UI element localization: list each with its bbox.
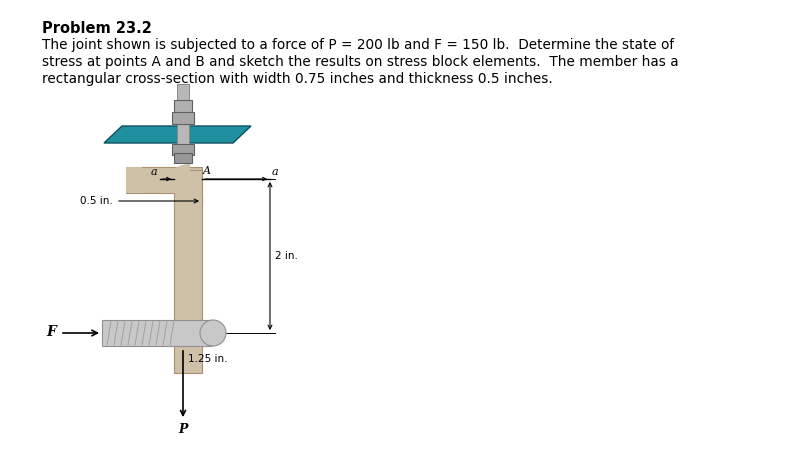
Bar: [174, 100, 192, 112]
Bar: [126, 167, 202, 193]
Text: 0.5 in.: 0.5 in.: [80, 196, 113, 206]
Bar: [172, 112, 194, 124]
Polygon shape: [104, 126, 251, 143]
Bar: [177, 84, 189, 159]
Text: F: F: [46, 325, 56, 339]
Text: B: B: [177, 183, 185, 193]
Bar: [102, 320, 212, 346]
Wedge shape: [161, 164, 190, 193]
Bar: [126, 167, 142, 193]
Text: rectangular cross-section with width 0.75 inches and thickness 0.5 inches.: rectangular cross-section with width 0.7…: [42, 72, 552, 86]
Bar: [174, 153, 192, 163]
Circle shape: [200, 320, 226, 346]
Text: The joint shown is subjected to a force of P = 200 lb and F = 150 lb.  Determine: The joint shown is subjected to a force …: [42, 38, 674, 52]
Text: A: A: [203, 166, 211, 176]
Text: 2 in.: 2 in.: [275, 251, 298, 261]
Bar: [174, 170, 202, 373]
Text: a: a: [272, 167, 279, 177]
Text: Problem 23.2: Problem 23.2: [42, 21, 152, 36]
Text: a: a: [151, 167, 157, 177]
Text: P: P: [178, 423, 188, 436]
Bar: [172, 144, 194, 155]
Text: stress at points A and B and sketch the results on stress block elements.  The m: stress at points A and B and sketch the …: [42, 55, 678, 69]
Text: 1.25 in.: 1.25 in.: [188, 354, 228, 364]
